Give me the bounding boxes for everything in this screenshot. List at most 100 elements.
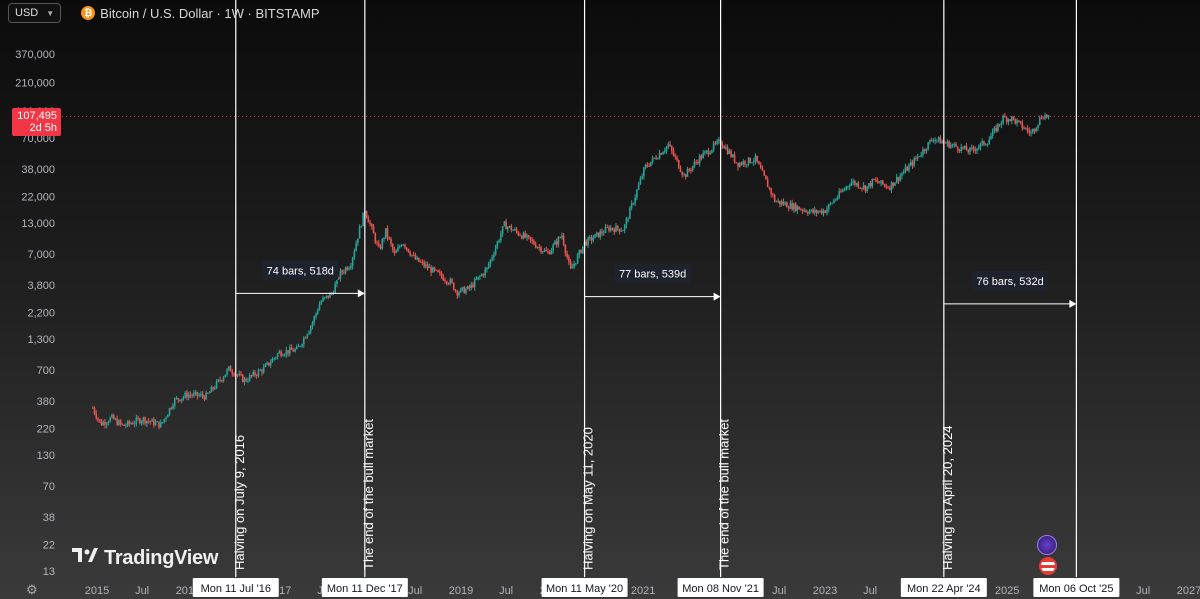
candle-body — [800, 209, 802, 211]
candle-body — [568, 257, 570, 262]
candle-body — [658, 153, 661, 159]
candle-body — [747, 157, 750, 165]
candle-body — [360, 226, 363, 227]
candle-body — [240, 373, 242, 375]
candle-body — [923, 149, 926, 151]
candle-body — [221, 380, 223, 382]
candle-body — [341, 270, 343, 273]
candle-body — [276, 353, 279, 358]
candle-body — [960, 146, 963, 152]
candle-body — [522, 233, 525, 239]
candle-body — [784, 202, 786, 205]
symbol-title[interactable]: ₿ Bitcoin / U.S. Dollar · 1W · BITSTAMP — [81, 6, 320, 21]
candle-body — [268, 362, 270, 366]
candle-body — [179, 399, 181, 402]
candle-body — [166, 414, 169, 418]
measure-box — [262, 260, 339, 281]
measure-box — [614, 263, 691, 284]
candle-body — [880, 180, 882, 184]
x-date-tag — [1033, 578, 1120, 597]
candle-body — [829, 203, 832, 205]
candle-body — [484, 269, 486, 276]
candle-body — [578, 250, 581, 255]
candle-body — [665, 146, 668, 151]
candle-body — [105, 423, 108, 425]
candle-body — [487, 264, 490, 268]
us-flag-icon[interactable] — [1039, 557, 1057, 575]
candle-body — [859, 187, 861, 189]
candle-body — [1035, 128, 1038, 131]
candle-body — [951, 144, 954, 146]
candle-body — [289, 347, 291, 354]
candle-body — [266, 362, 268, 365]
candle-body — [194, 391, 197, 394]
candle-body — [796, 206, 799, 211]
candle-body — [391, 243, 394, 250]
candle-body — [397, 247, 399, 252]
candle-body — [384, 228, 387, 239]
candle-body — [313, 316, 316, 323]
candle-body — [845, 186, 847, 190]
candle-body — [897, 177, 900, 181]
candle-body — [520, 235, 523, 239]
candle-body — [562, 235, 565, 246]
candle-body — [121, 423, 124, 425]
candle-body — [351, 257, 354, 267]
candle-body — [953, 143, 956, 145]
candle-body — [608, 227, 610, 231]
currency-select[interactable]: USD ▼ — [8, 3, 62, 23]
candle-body — [657, 158, 659, 160]
candle-body — [756, 155, 759, 162]
candle-body — [543, 249, 546, 252]
candle-body — [871, 178, 874, 187]
candle-body — [648, 166, 650, 167]
candle-body — [702, 153, 704, 159]
candle-body — [133, 423, 136, 425]
candle-body — [672, 150, 675, 156]
x-tick-label: Jul — [863, 585, 877, 597]
candle-body — [219, 379, 221, 381]
candle-body — [766, 179, 769, 188]
candle-body — [1028, 130, 1031, 133]
candle-body — [660, 153, 663, 155]
x-date-tag-label: Mon 22 Apr '24 — [907, 583, 981, 595]
y-tick-label: 220 — [37, 423, 55, 435]
candle-body — [604, 227, 607, 233]
candle-body — [404, 244, 406, 248]
candle-body — [883, 184, 886, 186]
candle-body — [475, 279, 478, 281]
y-tick-label: 7,000 — [27, 249, 55, 261]
x-tick-label: Jul — [408, 585, 422, 597]
candle-body — [906, 167, 909, 171]
candle-body — [882, 180, 884, 185]
candle-body — [226, 369, 228, 375]
candle-body — [576, 254, 579, 264]
candle-body — [536, 247, 539, 248]
candle-body — [173, 398, 176, 406]
y-tick-label: 210,000 — [15, 78, 55, 90]
candle-body — [627, 218, 629, 220]
candle-body — [322, 298, 324, 302]
candle-body — [651, 157, 654, 162]
candle-body — [669, 144, 671, 147]
candle-body — [241, 374, 244, 383]
candle-body — [969, 148, 971, 153]
candle-body — [158, 421, 160, 428]
rocket-icon[interactable] — [1037, 535, 1057, 555]
gear-icon[interactable]: ⚙ — [26, 582, 38, 597]
candle-body — [573, 263, 575, 267]
candle-body — [538, 247, 541, 248]
x-date-tag-label: Mon 11 May '20 — [546, 583, 623, 595]
candle-body — [287, 350, 289, 354]
candle-body — [735, 162, 738, 164]
candle-body — [524, 233, 527, 238]
candle-body — [810, 209, 813, 212]
candle-body — [857, 183, 860, 188]
candle-body — [125, 425, 127, 427]
candle-body — [798, 206, 800, 210]
candle-body — [602, 232, 605, 234]
chart-header: USD ▼ ₿ Bitcoin / U.S. Dollar · 1W · BIT… — [8, 3, 320, 23]
candle-body — [805, 210, 807, 213]
candle-body — [461, 287, 464, 289]
